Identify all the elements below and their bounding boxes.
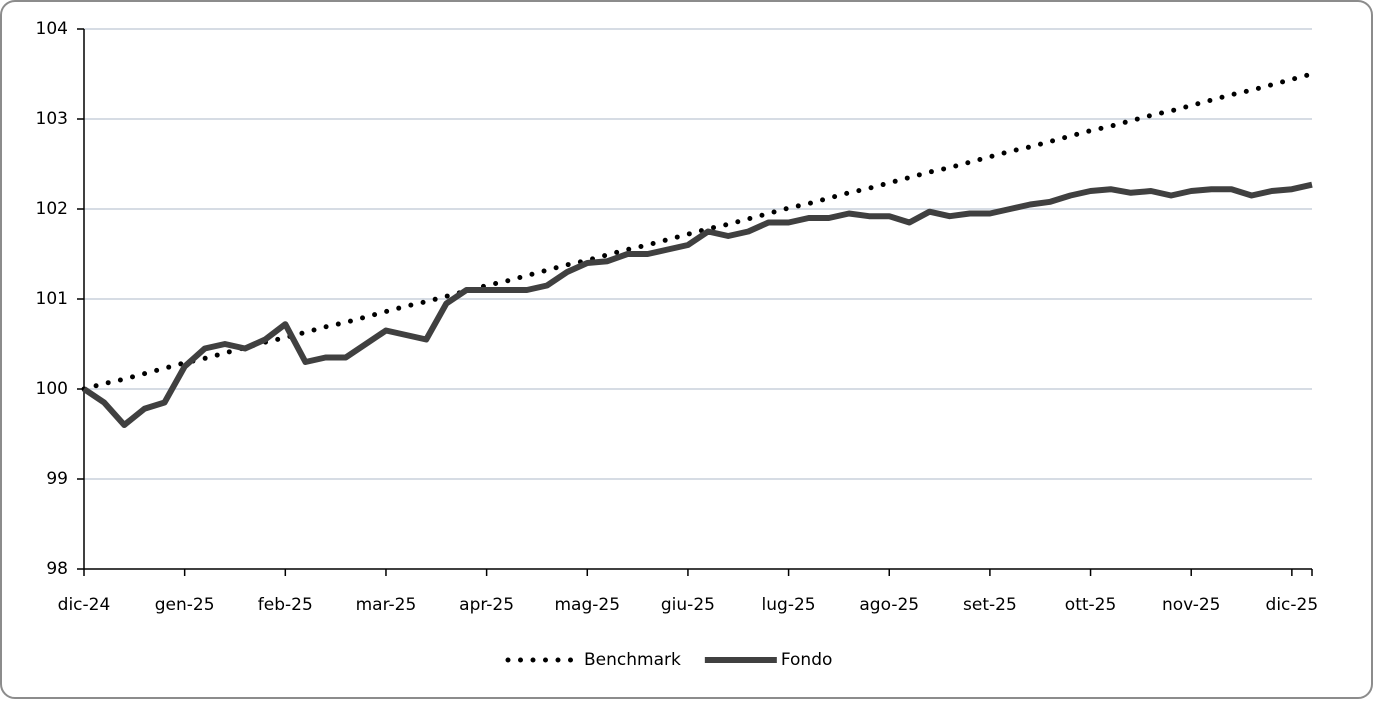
x-tick-label: mag-25: [555, 595, 621, 615]
legend-label: Fondo: [781, 650, 833, 670]
y-tick-label: 104: [36, 19, 68, 39]
x-tick-label: ott-25: [1065, 595, 1117, 615]
x-tick-label: feb-25: [258, 595, 313, 615]
x-tick-label: set-25: [963, 595, 1017, 615]
x-tick-label: giu-25: [661, 595, 715, 615]
x-tick-label: dic-25: [1266, 595, 1319, 615]
legend-label: Benchmark: [584, 650, 681, 670]
y-tick-label: 99: [46, 469, 68, 489]
x-tick-label: nov-25: [1162, 595, 1221, 615]
x-tick-label: ago-25: [859, 595, 919, 615]
y-tick-label: 98: [46, 559, 68, 579]
y-tick-label: 101: [36, 289, 68, 309]
x-tick-label: mar-25: [356, 595, 417, 615]
x-tick-label: dic-24: [58, 595, 111, 615]
y-tick-label: 100: [36, 379, 68, 399]
series-line: [82, 181, 1313, 428]
x-tick-label: apr-25: [459, 595, 514, 615]
y-tick-label: 103: [36, 109, 68, 129]
y-tick-label: 102: [36, 199, 68, 219]
x-tick-label: gen-25: [155, 595, 215, 615]
x-tick-label: lug-25: [762, 595, 816, 615]
